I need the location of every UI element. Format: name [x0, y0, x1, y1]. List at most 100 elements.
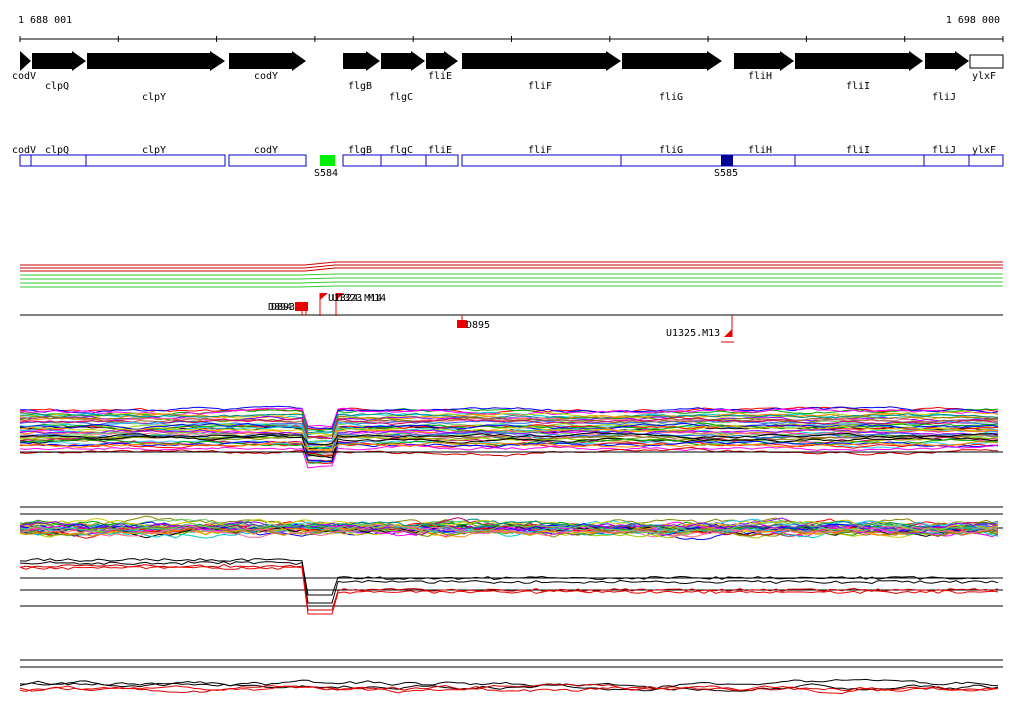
- gene-label: ylxF: [972, 71, 996, 82]
- coverage-lines-track: [20, 261, 1003, 288]
- gene-box-clpQ[interactable]: [30, 154, 87, 167]
- profile-line: [19, 446, 999, 457]
- profile-line: [19, 412, 999, 434]
- profile-line: [19, 422, 999, 448]
- gene-box-ylxF[interactable]: [968, 154, 1004, 167]
- profile-line: [19, 682, 999, 692]
- profile-line: [19, 566, 999, 615]
- gene-arrow-codV[interactable]: codV: [12, 51, 36, 82]
- gene-arrow-codY[interactable]: codY: [229, 51, 306, 82]
- ruler-end-label: 1 698 000: [946, 15, 1000, 26]
- profile-line: [19, 431, 999, 453]
- box-label-codV: codV: [12, 145, 36, 156]
- profile-line: [19, 444, 999, 469]
- ruler-ticks: [19, 36, 1004, 42]
- gene-arrow-fliJ[interactable]: fliJ: [925, 51, 969, 103]
- coordinate-ruler: 1 688 001 1 698 000: [18, 15, 1004, 42]
- gene-box-flgC[interactable]: [380, 154, 427, 167]
- probe-label-D894: D894: [268, 302, 292, 313]
- coverage-line-red: [20, 264, 1003, 269]
- gene-arrow-clpY[interactable]: clpY: [87, 51, 225, 103]
- profile-line: [19, 560, 999, 604]
- probe-flag[interactable]: [336, 293, 344, 300]
- gene-box-fliI[interactable]: [794, 154, 925, 167]
- gene-arrow-fliG[interactable]: fliG: [622, 51, 722, 103]
- probe-U1325-M13[interactable]: U1325.M13: [666, 315, 734, 343]
- gene-arrow-flgB[interactable]: flgB: [343, 51, 380, 92]
- feature-label-S585: S585: [714, 168, 738, 179]
- probe-track: D894 D893 U1324.M14 U1323.M14 D895 U1325…: [20, 293, 1003, 343]
- gene-box-flgB[interactable]: [342, 154, 382, 167]
- profile-line: [19, 425, 999, 449]
- gene-label: fliE: [428, 71, 452, 82]
- probe-D895[interactable]: D895: [457, 315, 490, 331]
- gene-label: fliG: [659, 92, 683, 103]
- gene-arrow-fliF[interactable]: fliF: [462, 51, 621, 92]
- expression-profiles-summary: [19, 558, 1003, 615]
- profile-line: [19, 419, 999, 444]
- profile-line: [19, 441, 999, 452]
- gene-box-fliE[interactable]: [425, 154, 459, 167]
- gene-arrow-clpQ[interactable]: clpQ: [32, 51, 86, 92]
- gene-arrow-flgC[interactable]: flgC: [381, 51, 425, 103]
- profile-line: [19, 685, 999, 695]
- probe-label-D895: D895: [466, 320, 490, 331]
- box-label-fliH: fliH: [748, 145, 772, 156]
- gene-arrow-fliI[interactable]: fliI: [795, 51, 923, 92]
- probe-U1324-U1323[interactable]: U1324.M14 U1323.M14: [319, 293, 386, 316]
- gene-box-fliF[interactable]: [461, 154, 622, 167]
- box-label-flgB: flgB: [348, 145, 372, 156]
- expression-profiles-variance: [19, 506, 1003, 541]
- gene-box-codY[interactable]: [228, 154, 307, 167]
- box-label-flgC: flgC: [389, 145, 413, 156]
- feature-marker-S584[interactable]: [320, 155, 335, 166]
- feature-S584[interactable]: S584: [314, 155, 338, 179]
- box-label-codY: codY: [254, 145, 278, 156]
- coverage-line-green: [20, 277, 1003, 280]
- expression-profiles-all: [19, 405, 1003, 469]
- gene-label: codY: [254, 71, 278, 82]
- profile-line: [19, 428, 999, 451]
- box-label-ylxF: ylxF: [972, 145, 996, 156]
- profile-line: [19, 564, 999, 611]
- gene-box-fliJ[interactable]: [923, 154, 970, 167]
- probe-label-D893: D893: [271, 302, 295, 313]
- profile-line: [19, 431, 999, 446]
- probe-flag[interactable]: [724, 329, 732, 337]
- probe-flag[interactable]: [320, 293, 328, 300]
- profile-line: [19, 410, 999, 436]
- profile-line: [19, 438, 999, 464]
- gene-box-codV[interactable]: [19, 154, 32, 167]
- coverage-line-red: [20, 267, 1003, 272]
- profile-line: [19, 522, 999, 539]
- gene-arrow-fliE[interactable]: fliE: [426, 51, 458, 82]
- feature-S585[interactable]: S585: [714, 155, 738, 179]
- gene-arrow-fliH[interactable]: fliH: [734, 51, 794, 82]
- coverage-line-green: [20, 273, 1003, 276]
- gene-box-fliG[interactable]: [620, 154, 796, 167]
- probe-marker[interactable]: [295, 302, 308, 311]
- profile-line: [19, 408, 999, 432]
- box-label-fliI: fliI: [846, 145, 870, 156]
- gene-box-labels: codV clpQ clpY codY flgB flgC fliE fliF …: [12, 145, 996, 156]
- profile-line: [19, 524, 999, 539]
- gene-box-clpY[interactable]: [85, 154, 226, 167]
- probe-D894[interactable]: D894 D893: [268, 302, 308, 315]
- gene-label: flgB: [348, 81, 372, 92]
- gene-label: flgC: [389, 92, 413, 103]
- coverage-line-red: [20, 261, 1003, 266]
- profile-line: [19, 524, 999, 538]
- box-label-fliJ: fliJ: [932, 145, 956, 156]
- box-label-fliE: fliE: [428, 145, 452, 156]
- probe-marker[interactable]: [457, 320, 467, 328]
- gene-box-ylxF[interactable]: ylxF: [969, 54, 1004, 82]
- profile-line: [19, 558, 998, 596]
- probe-label-U1325: U1325.M13: [666, 328, 720, 339]
- profile-line: [19, 405, 999, 430]
- box-label-clpQ: clpQ: [45, 145, 69, 156]
- box-label-clpY: clpY: [142, 145, 166, 156]
- gene-box-track: codV clpQ clpY codY flgB flgC fliE fliF …: [12, 145, 1004, 179]
- feature-marker-S585[interactable]: [721, 155, 733, 166]
